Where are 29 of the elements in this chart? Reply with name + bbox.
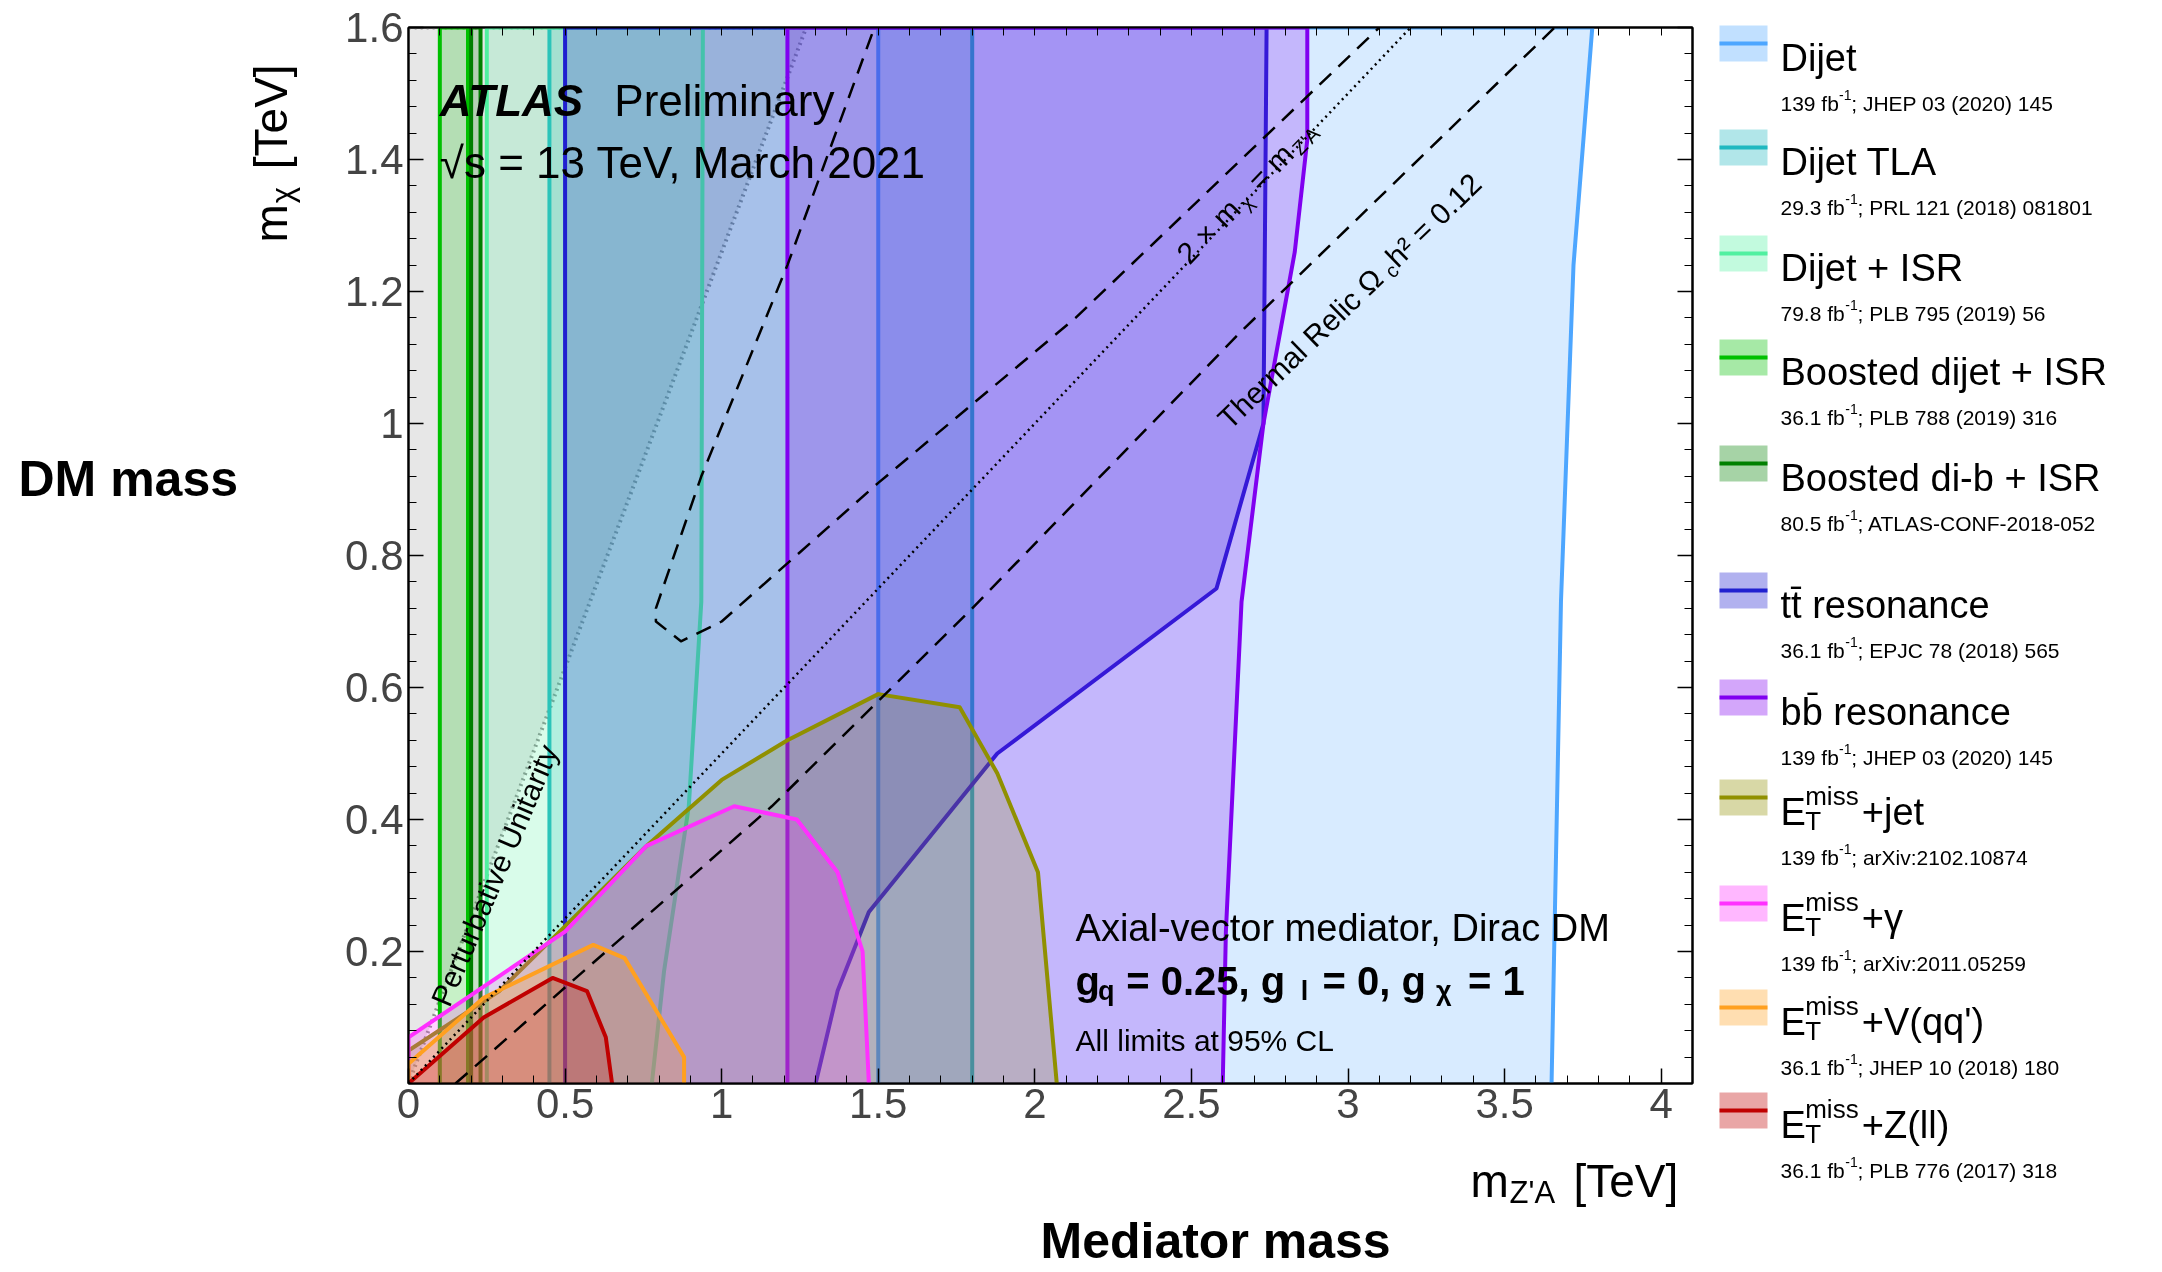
x-tick-label: 4 xyxy=(1649,1079,1673,1127)
text: DM mass xyxy=(18,450,239,507)
legend-label: Boosted di-b + ISR xyxy=(1780,456,2101,499)
x-tick-label: 2.5 xyxy=(1162,1079,1221,1127)
x-tick-label: 3.5 xyxy=(1475,1079,1534,1127)
legend-label: Dijet TLA xyxy=(1780,140,1937,183)
y-tick-label: 0.6 xyxy=(345,664,404,711)
legend-label: bb̄ resonance xyxy=(1780,690,2011,733)
legend-label: Boosted dijet + ISR xyxy=(1780,350,2107,393)
y-tick-label: 1 xyxy=(380,400,404,447)
y-tick-label: 0.4 xyxy=(345,796,404,843)
x-tick-label: 2 xyxy=(1023,1079,1047,1127)
y-tick-label: 0.2 xyxy=(345,928,404,975)
x-tick-label: 0 xyxy=(396,1079,421,1127)
y-axis-title: mχ [TeV] xyxy=(244,64,300,243)
annotation: 2 × mχ = mZ'A xyxy=(1170,122,1325,270)
x-tick-label: 1.5 xyxy=(849,1079,908,1127)
annotation: All limits at 95% CL xyxy=(1075,1024,1334,1058)
x-tick-label: 1 xyxy=(709,1079,734,1127)
y-tick-label: 1.6 xyxy=(345,4,404,51)
y-tick-label: 1.4 xyxy=(345,136,404,183)
legend-label: Dijet + ISR xyxy=(1780,246,1964,289)
legend-label: tt̄ resonance xyxy=(1780,583,1990,626)
x-tick-label: 0.5 xyxy=(535,1079,595,1127)
text: Mediator mass xyxy=(1040,1212,1391,1269)
legend-label: Dijet xyxy=(1780,36,1857,79)
y-tick-label: 1.2 xyxy=(345,268,404,315)
y-tick-label: 0.8 xyxy=(345,532,404,579)
x-tick-label: 3 xyxy=(1336,1079,1360,1127)
